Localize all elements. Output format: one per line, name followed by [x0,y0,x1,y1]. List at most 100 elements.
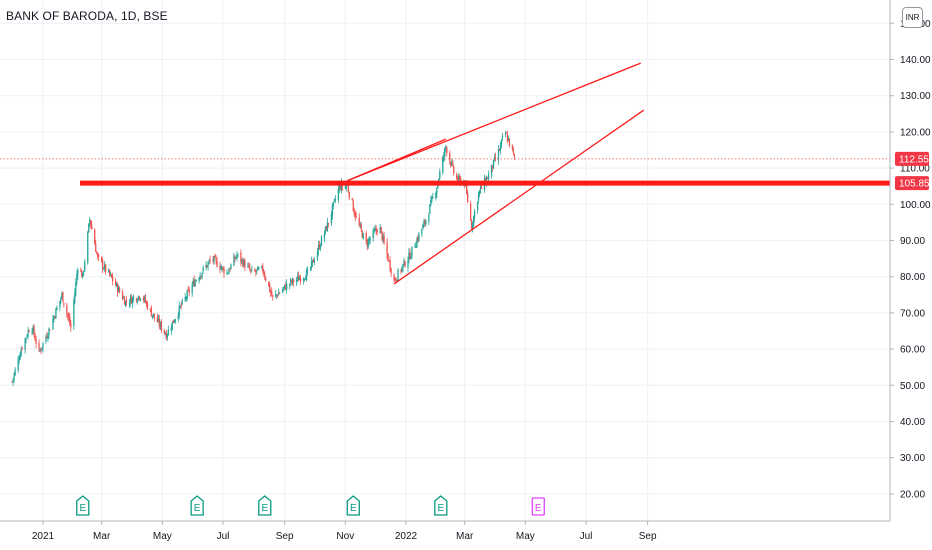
candle-body [303,278,306,280]
candle-body [186,290,188,300]
candle-body [249,267,251,271]
time-axis-label: Jul [580,531,593,542]
candle-body [506,134,509,142]
candle-body [56,307,58,310]
candle-body [497,149,500,161]
candle-body [223,268,225,274]
candle-body [20,349,22,356]
candle-body [414,246,416,248]
candle-body [143,296,146,300]
candle-body [407,260,409,268]
candle-body [242,259,244,267]
candle-body [227,273,229,274]
currency-button[interactable]: INR [902,7,923,28]
candle-body [27,330,29,337]
candle-body [313,260,316,262]
candle-body [53,316,55,321]
earnings-marker-icon[interactable]: E [346,495,360,516]
earnings-marker-label: E [535,503,542,514]
candle-body [317,245,320,251]
price-axis[interactable]: 20.00 30.00 40.00 50.00 60.00 70.00 80.00 90.00… [889,0,931,521]
candle-body [111,276,114,282]
candle-body [333,199,336,202]
candle-body [125,300,128,303]
candle-body [367,239,369,248]
candle-body [220,267,222,270]
candle-body [418,233,420,241]
candle-body [105,264,107,272]
price-axis-label: 40.00 [900,417,925,428]
candle-body [275,294,277,296]
candle-body [222,267,224,269]
candle-body [185,297,187,299]
candle-body [445,146,447,149]
candle-body [18,359,20,360]
candle-body [366,242,368,246]
candle-body [348,192,350,198]
earnings-marker-icon[interactable]: E [531,497,545,516]
time-axis[interactable]: 2021 Mar May Jul Sep Nov 2022 Mar May Jul Sep [0,520,890,542]
price-axis-label: 130.00 [900,91,931,102]
candle-body [110,274,113,278]
candle-body [184,296,186,301]
candle-body [144,297,147,303]
candle-body [41,347,43,350]
candle-body [425,220,427,225]
candle-body [107,269,110,272]
candle-body [289,279,292,284]
candle-body [500,139,503,145]
time-axis-label: Sep [276,531,294,542]
candle-body [52,318,54,330]
earnings-marker-icon[interactable]: E [258,495,272,516]
earnings-marker-icon[interactable]: E [76,495,90,516]
candle-body [179,305,181,308]
candle-body [404,261,406,267]
candle-body [430,200,432,205]
candle-body [251,269,253,271]
candle-body [69,317,71,325]
candle-body [264,274,266,278]
candle-body [354,212,356,218]
candle-body [124,301,127,306]
candle-body [330,214,333,224]
candle-body [498,150,501,152]
candle-body [394,278,396,281]
candle-body [361,230,363,238]
candle-body [446,146,448,154]
price-axis-label: 90.00 [900,236,925,247]
candle-body [109,273,112,275]
candle-body [473,211,476,218]
chart-grid [0,0,890,521]
candle-body [508,138,511,146]
candle-body [75,282,77,294]
candle-body [291,278,294,283]
level-price-tag-label: 105.85 [899,179,930,190]
candle-body [142,297,145,301]
chart-drawings[interactable] [0,62,890,285]
candle-body [320,236,323,246]
candle-body [286,283,288,290]
candle-body [318,244,321,249]
candle-body [14,369,16,375]
candle-body [458,175,460,180]
candle-body [96,252,98,254]
candle-body [68,316,70,319]
earnings-marker-icon[interactable]: E [190,495,204,516]
candle-body [47,336,49,339]
candle-body [212,259,214,261]
candle-body [421,229,423,235]
candle-body [305,270,308,281]
candle-body [311,259,314,263]
candle-body [207,262,209,267]
candle-body [339,184,342,190]
candle-body [257,266,259,271]
earnings-marker-icon[interactable]: E [434,495,448,516]
candle-body [312,259,315,263]
candle-body [279,292,281,294]
earnings-marker-shape [258,495,272,516]
candle-body [492,159,495,169]
candle-body [195,280,197,282]
candle-body [198,278,200,282]
